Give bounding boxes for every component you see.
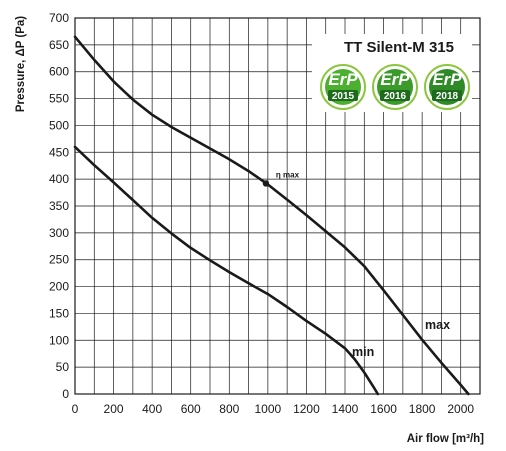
badge-erp-label: ErP bbox=[328, 70, 358, 89]
y-axis-title: Pressure, ΔP (Pa) bbox=[15, 16, 27, 112]
x-tick-1600: 1600 bbox=[370, 402, 397, 416]
erp-2018-badge-icon: ErP 2018 bbox=[424, 64, 470, 110]
y-tick-250: 250 bbox=[49, 253, 69, 267]
x-tick-1400: 1400 bbox=[332, 402, 359, 416]
y-tick-600: 600 bbox=[49, 65, 69, 79]
badge-year-label: 2018 bbox=[436, 91, 459, 102]
badge-year-band bbox=[380, 90, 410, 101]
x-tick-1000: 1000 bbox=[255, 402, 282, 416]
y-tick-350: 350 bbox=[49, 199, 69, 213]
y-tick-0: 0 bbox=[62, 387, 69, 401]
series-line-max bbox=[73, 35, 470, 396]
chart-title: TT Silent-M 315 bbox=[344, 39, 454, 56]
badge-year-label: 2016 bbox=[384, 91, 407, 102]
badge-year-band bbox=[432, 90, 462, 101]
erp-2016-badge-icon: ErP 2016 bbox=[372, 64, 418, 110]
y-tick-700: 700 bbox=[49, 11, 69, 25]
y-tick-550: 550 bbox=[49, 92, 69, 106]
series-line-min bbox=[73, 145, 380, 396]
y-tick-300: 300 bbox=[49, 226, 69, 240]
y-tick-650: 650 bbox=[49, 38, 69, 52]
x-tick-400: 400 bbox=[142, 402, 162, 416]
x-tick-2000: 2000 bbox=[447, 402, 474, 416]
y-tick-100: 100 bbox=[49, 333, 69, 347]
plot-frame bbox=[74, 17, 481, 395]
badge-erp-label: ErP bbox=[380, 70, 410, 89]
badge-erp-label: ErP bbox=[432, 70, 462, 89]
x-tick-600: 600 bbox=[181, 402, 201, 416]
erp-badges: ErP 2015 ErP 2016 ErP 2018 bbox=[320, 64, 470, 110]
x-tick-labels: 0 200 400 600 800 1000 1200 1400 1600 1800 2000 bbox=[72, 402, 475, 416]
x-tick-1800: 1800 bbox=[409, 402, 436, 416]
erp-2015-badge-icon: ErP 2015 bbox=[320, 64, 366, 110]
y-tick-200: 200 bbox=[49, 280, 69, 294]
x-tick-800: 800 bbox=[219, 402, 239, 416]
x-axis-title: Air flow [m³/h] bbox=[407, 433, 484, 445]
badge-year-band bbox=[328, 90, 358, 101]
y-tick-50: 50 bbox=[56, 360, 70, 374]
series-label-min: min bbox=[352, 345, 374, 359]
x-tick-200: 200 bbox=[104, 402, 124, 416]
eta-max-label: η max bbox=[276, 170, 300, 179]
badge-year-label: 2015 bbox=[332, 91, 355, 102]
y-tick-500: 500 bbox=[49, 118, 69, 132]
eta-max-marker bbox=[262, 180, 270, 187]
y-tick-150: 150 bbox=[49, 306, 69, 320]
y-tick-labels: 0 50 100 150 200 250 300 350 400 450 500 550 600 650 7… bbox=[49, 11, 69, 401]
y-tick-400: 400 bbox=[49, 172, 69, 186]
y-tick-450: 450 bbox=[49, 145, 69, 159]
x-tick-1200: 1200 bbox=[293, 402, 320, 416]
series-label-max: max bbox=[425, 318, 450, 332]
x-tick-0: 0 bbox=[72, 402, 79, 416]
curves bbox=[73, 35, 470, 396]
